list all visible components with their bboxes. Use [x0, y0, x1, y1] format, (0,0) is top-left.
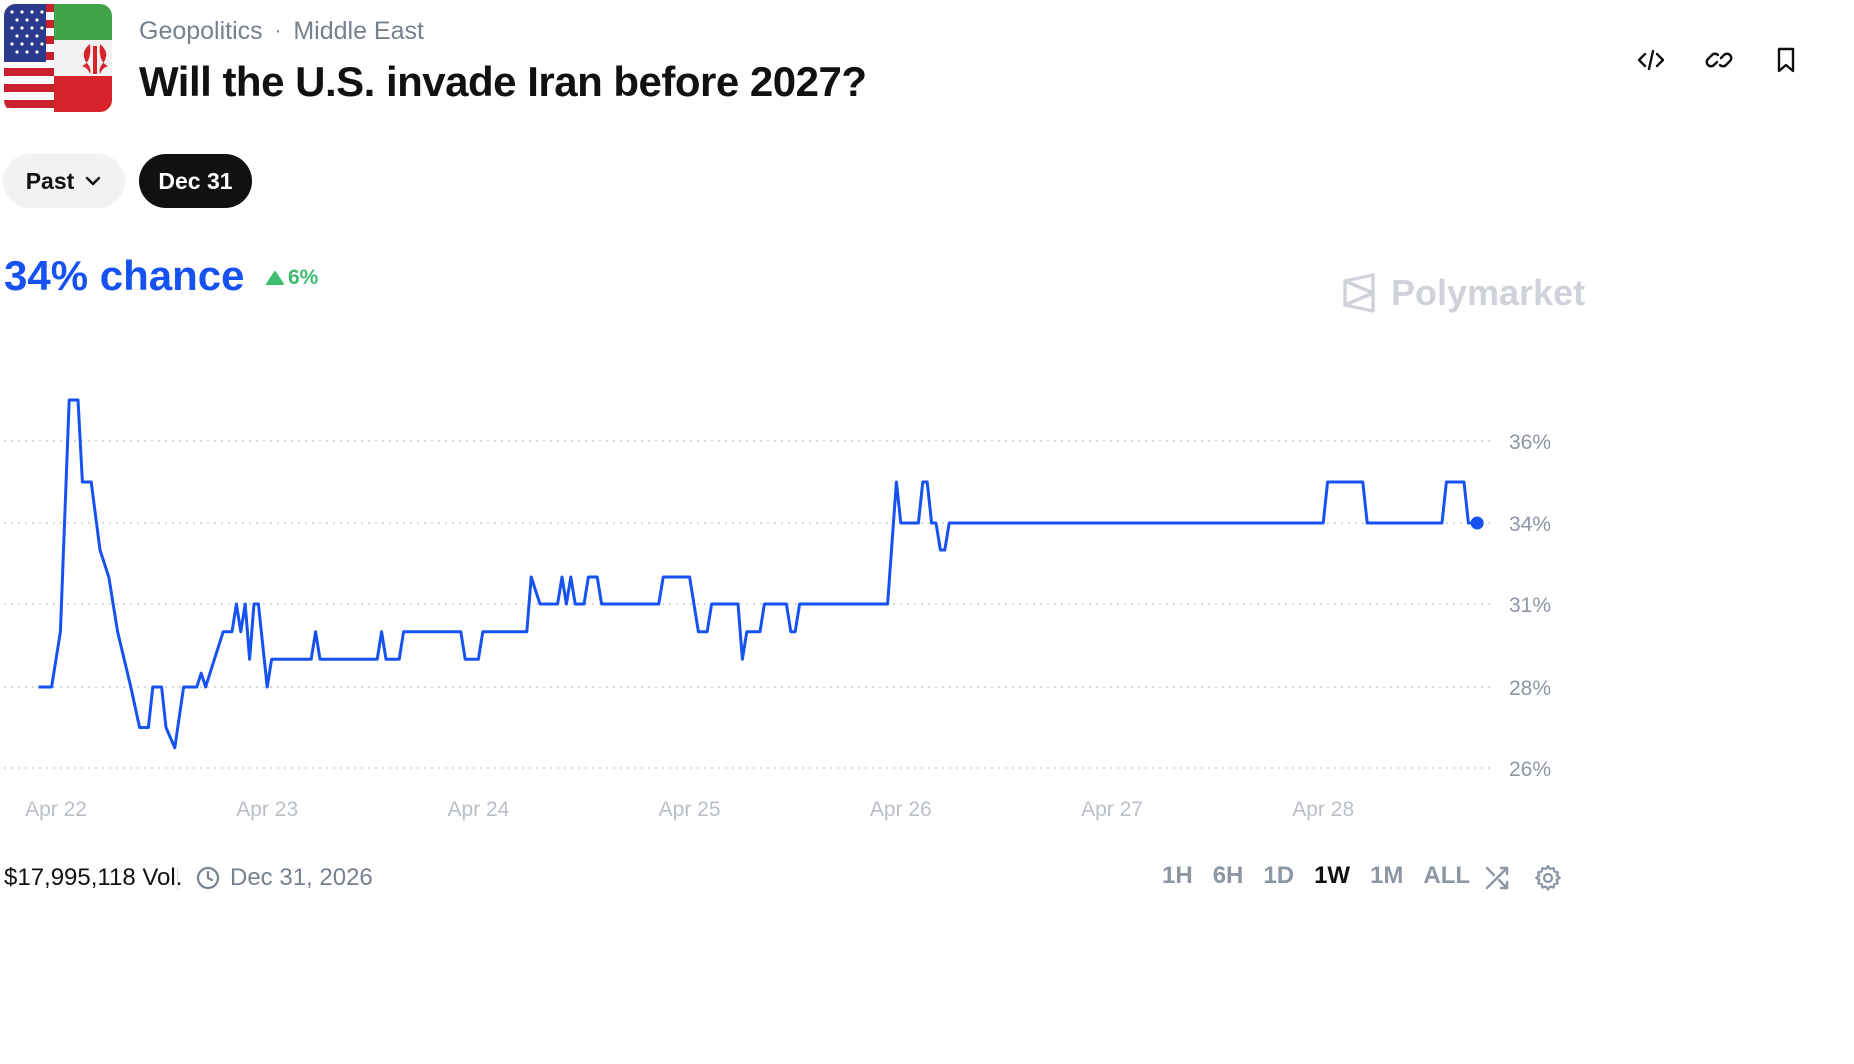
date-pill-label: Dec 31 — [158, 167, 233, 194]
range-1d[interactable]: 1D — [1263, 862, 1295, 889]
y-tick-label: 28% — [1509, 677, 1551, 700]
triangle-up-icon — [266, 271, 284, 285]
x-tick-label: Apr 24 — [447, 798, 509, 821]
chevron-down-icon — [86, 176, 101, 186]
breadcrumb-separator: · — [274, 20, 282, 42]
end-date-text: Dec 31, 2026 — [230, 864, 373, 891]
volume-text: $17,995,118 Vol. — [4, 864, 183, 891]
polymarket-watermark: Polymarket — [1341, 272, 1585, 314]
chart-footer: $17,995,118 Vol. Dec 31, 2026 1H 6H 1D 1… — [0, 862, 1854, 898]
y-tick-label: 34% — [1509, 513, 1551, 536]
past-label: Past — [25, 167, 75, 194]
bookmark-icon — [1777, 47, 1795, 73]
latest-point — [1470, 516, 1484, 530]
shuffle-icon — [1485, 866, 1509, 890]
delta-value: 6% — [288, 266, 319, 289]
y-tick-label: 26% — [1509, 758, 1551, 781]
range-1m[interactable]: 1M — [1370, 862, 1404, 889]
time-range-selector: 1H 6H 1D 1W 1M ALL — [1162, 862, 1470, 890]
polymarket-logo-icon — [1343, 273, 1375, 313]
end-date: Dec 31, 2026 — [196, 864, 373, 892]
x-tick-label: Apr 26 — [870, 798, 932, 821]
breadcrumb: Geopolitics · Middle East — [139, 17, 424, 46]
price-chart[interactable]: 36% 34% 31% 28% 26% Apr 22 Apr 23 Apr 24 Apr 25 A… — [0, 330, 1854, 840]
bookmark-button[interactable] — [1766, 40, 1806, 80]
copy-link-button[interactable] — [1699, 40, 1739, 80]
footer-divider — [177, 868, 178, 890]
date-pill-dec-31[interactable]: Dec 31 — [139, 154, 252, 208]
past-dropdown[interactable]: Past — [3, 154, 125, 208]
embed-code-icon — [1637, 49, 1665, 71]
y-tick-label: 36% — [1509, 431, 1551, 454]
brand-name: Polymarket — [1391, 272, 1586, 313]
price-line — [38, 398, 1478, 750]
x-tick-label: Apr 27 — [1081, 798, 1143, 821]
range-all[interactable]: ALL — [1423, 862, 1471, 889]
y-tick-label: 31% — [1509, 594, 1551, 617]
chart-settings-button[interactable] — [1532, 862, 1564, 894]
settings-gear-icon — [1535, 864, 1561, 891]
chance-value: 34% chance — [4, 252, 245, 299]
breadcrumb-middle-east[interactable]: Middle East — [293, 17, 424, 45]
x-tick-label: Apr 28 — [1292, 798, 1354, 821]
embed-button[interactable] — [1631, 40, 1671, 80]
us-iran-flag-icon — [4, 4, 112, 112]
range-1w[interactable]: 1W — [1314, 862, 1351, 889]
breadcrumb-geopolitics[interactable]: Geopolitics — [139, 17, 263, 45]
chance-delta: 6% — [266, 266, 318, 290]
range-1h[interactable]: 1H — [1162, 862, 1193, 889]
link-icon — [1705, 52, 1733, 68]
header-actions — [1554, 40, 1854, 80]
x-tick-label: Apr 22 — [25, 798, 87, 821]
clock-icon — [196, 866, 220, 890]
market-title: Will the U.S. invade Iran before 2027? — [139, 58, 867, 105]
shuffle-button[interactable] — [1481, 862, 1513, 894]
market-thumbnail — [4, 4, 112, 112]
x-tick-label: Apr 23 — [236, 798, 298, 821]
range-6h[interactable]: 6H — [1212, 862, 1244, 889]
x-tick-label: Apr 25 — [659, 798, 721, 821]
